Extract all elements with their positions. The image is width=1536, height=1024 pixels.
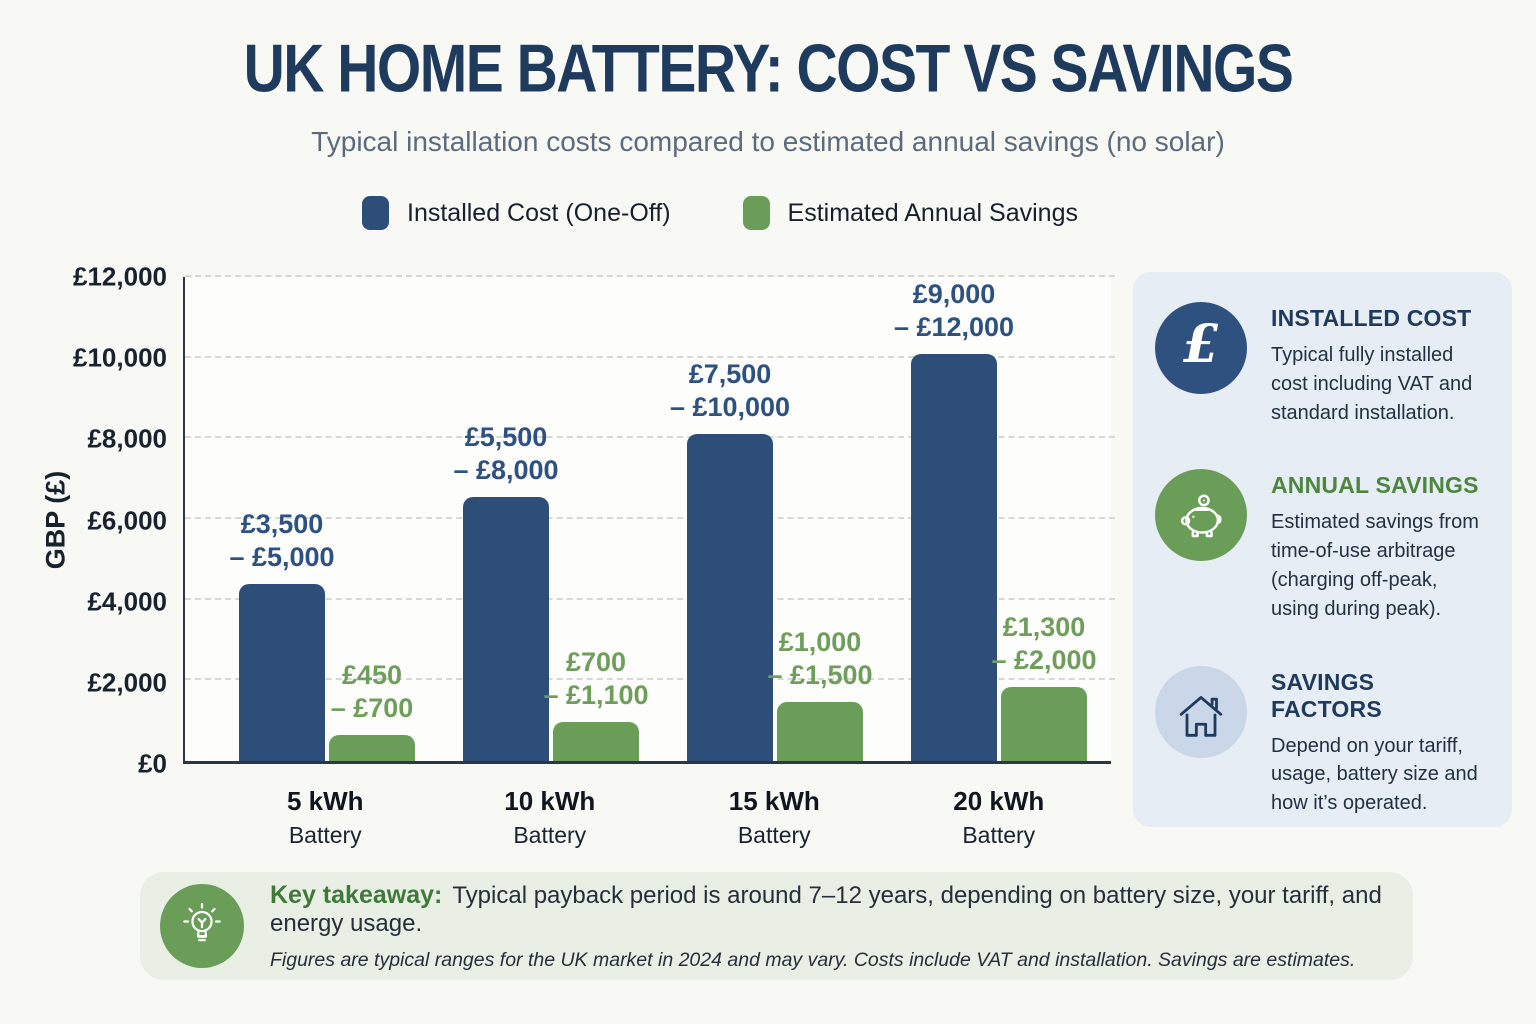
legend-label: Estimated Annual Savings xyxy=(787,198,1078,227)
info-item-annual-savings: ANNUAL SAVINGS Estimated savings from ti… xyxy=(1155,469,1488,623)
savings-bar-15-kwh xyxy=(777,702,863,761)
gridline-6000 xyxy=(185,517,1115,519)
bar-value-range: £700– £1,100 xyxy=(543,647,649,711)
info-item-title: ANNUAL SAVINGS xyxy=(1271,472,1479,499)
info-item-title: SAVINGS FACTORS xyxy=(1271,668,1382,722)
savings-series-swatch xyxy=(742,196,770,230)
y-tick-label: £0 xyxy=(138,748,167,779)
key-takeaway-banner: Key takeaway: Typical payback period is a… xyxy=(140,872,1413,980)
info-item-title: INSTALLED COST xyxy=(1271,305,1472,331)
info-item-body: Typical fully installed cost including V… xyxy=(1271,344,1473,424)
gridline-4000 xyxy=(185,597,1115,600)
x-axis-labels: 5 kWh Battery 10 kWh Battery 15 kWh Battery 20… xyxy=(183,786,1111,849)
pound-icon: £ xyxy=(1155,302,1247,394)
bar-group-5-kwh: £3,500– £5,000 £450– £700 xyxy=(215,277,439,761)
plot-area: £3,500– £5,000 £450– £700 £5,500– £8,000 £7… xyxy=(183,275,1115,764)
y-tick-label: £12,000 xyxy=(73,261,167,292)
y-tick-label: £2,000 xyxy=(87,667,167,698)
bar-value-range: £450– £700 xyxy=(330,659,414,723)
bar-group-20-kwh: £9,000– £12,000 £1,300– £2,000 xyxy=(887,277,1111,761)
y-tick-label: £8,000 xyxy=(87,423,167,454)
cost-bar-15-kwh xyxy=(687,434,773,761)
y-tick-label: £4,000 xyxy=(87,586,167,617)
savings-bar-5-kwh xyxy=(329,734,415,761)
gridline-8000 xyxy=(185,436,1115,439)
info-panel: £ INSTALLED COST Typical fully installed… xyxy=(1133,272,1512,827)
piggy-bank-icon xyxy=(1155,469,1247,562)
savings-bar-20-kwh xyxy=(1001,687,1087,761)
bar-group-15-kwh: £7,500– £10,000 £1,000– £1,500 xyxy=(663,277,887,761)
cost-bar-5-kwh xyxy=(239,583,325,761)
house-icon xyxy=(1155,665,1247,758)
legend-item-annual-savings: Estimated Annual Savings xyxy=(742,196,1078,230)
gridline-12000 xyxy=(185,275,1115,277)
y-tick-label: £10,000 xyxy=(73,342,167,373)
cost-bar-10-kwh xyxy=(463,496,549,761)
bar-value-range: £9,000– £12,000 xyxy=(893,278,1015,342)
info-item-installed-cost: £ INSTALLED COST Typical fully installed… xyxy=(1155,302,1488,427)
legend-item-installed-cost: Installed Cost (One-Off) xyxy=(362,196,671,230)
bar-group-10-kwh: £5,500– £8,000 £700– £1,100 xyxy=(439,277,663,761)
savings-bar-10-kwh xyxy=(553,722,639,761)
x-axis-label-15-kwh: 15 kWh Battery xyxy=(728,786,820,848)
gridline-2000 xyxy=(185,678,1115,681)
x-axis-label-10-kwh: 10 kWh Battery xyxy=(504,786,596,848)
info-item-savings-factors: SAVINGS FACTORS Depend on your tariff, u… xyxy=(1155,665,1488,818)
y-tick-label: £6,000 xyxy=(87,505,167,535)
info-item-body: Estimated savings from time-of-use arbit… xyxy=(1271,511,1479,620)
cost-bar-20-kwh xyxy=(911,353,997,761)
bar-value-range: £5,500– £8,000 xyxy=(453,421,559,485)
bar-groups: £3,500– £5,000 £450– £700 £5,500– £8,000 £7… xyxy=(185,277,1111,761)
bar-value-range: £1,300– £2,000 xyxy=(991,612,1097,676)
takeaway-text: Typical payback period is around 7–12 ye… xyxy=(270,881,1382,937)
takeaway-label: Key takeaway: xyxy=(270,880,443,909)
bar-value-range: £7,500– £10,000 xyxy=(669,359,791,423)
chart-legend: Installed Cost (One-Off) Estimated Annua… xyxy=(0,196,1440,230)
takeaway-footnote: Figures are typical ranges for the UK ma… xyxy=(270,948,1356,971)
bar-value-range: £1,000– £1,500 xyxy=(767,627,873,691)
gridline-10000 xyxy=(185,355,1115,358)
page-subtitle: Typical installation costs compared to e… xyxy=(311,126,1225,157)
bar-value-range: £3,500– £5,000 xyxy=(229,508,335,572)
y-axis-title: GBP (£) xyxy=(40,470,71,570)
page-title: UK HOME BATTERY: COST VS SAVINGS xyxy=(243,31,1294,107)
x-axis-label-5-kwh: 5 kWh Battery xyxy=(286,786,364,848)
lightbulb-icon xyxy=(160,884,244,968)
info-item-body: Depend on your tariff, usage, battery si… xyxy=(1271,734,1478,815)
cost-series-swatch xyxy=(362,196,389,230)
legend-label: Installed Cost (One-Off) xyxy=(407,198,671,227)
x-axis-label-20-kwh: 20 kWh Battery xyxy=(953,786,1045,848)
